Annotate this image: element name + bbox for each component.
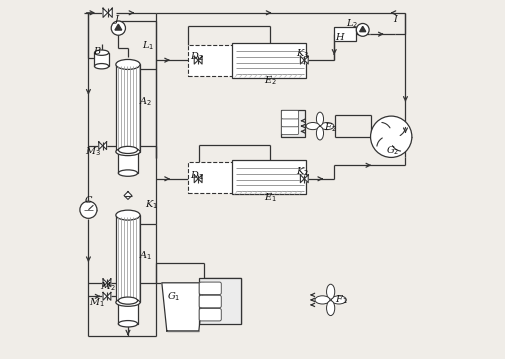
Text: L$_2$: L$_2$: [345, 17, 358, 30]
Text: A$_2$: A$_2$: [138, 95, 152, 108]
Polygon shape: [98, 142, 103, 150]
Polygon shape: [115, 24, 122, 30]
Ellipse shape: [306, 122, 319, 130]
Ellipse shape: [116, 298, 140, 306]
Ellipse shape: [94, 64, 109, 69]
Text: E$_1$: E$_1$: [263, 191, 276, 204]
FancyArrowPatch shape: [376, 138, 382, 146]
Bar: [116, 64, 140, 152]
Text: C: C: [84, 196, 92, 205]
Text: K$_3$: K$_3$: [295, 47, 309, 60]
Ellipse shape: [118, 297, 137, 304]
Ellipse shape: [316, 126, 323, 140]
Bar: [334, 27, 356, 41]
Text: F$_2$: F$_2$: [324, 121, 336, 134]
Text: M$_1$: M$_1$: [89, 296, 105, 309]
Text: D$_1$: D$_1$: [189, 169, 203, 182]
Ellipse shape: [118, 321, 137, 327]
Bar: [118, 300, 137, 324]
Polygon shape: [359, 26, 365, 32]
Ellipse shape: [326, 300, 334, 316]
Ellipse shape: [118, 146, 137, 154]
Bar: [118, 150, 137, 173]
Ellipse shape: [116, 210, 140, 220]
Circle shape: [370, 116, 411, 157]
Ellipse shape: [314, 296, 329, 304]
Circle shape: [356, 23, 369, 36]
Ellipse shape: [320, 122, 333, 130]
Polygon shape: [107, 279, 111, 287]
Ellipse shape: [118, 170, 137, 176]
Text: M$_2$: M$_2$: [99, 280, 115, 293]
Text: D$_2$: D$_2$: [189, 50, 203, 63]
Polygon shape: [304, 56, 308, 64]
FancyBboxPatch shape: [199, 295, 221, 308]
Text: G$_1$: G$_1$: [167, 290, 180, 303]
Polygon shape: [124, 192, 132, 200]
Polygon shape: [108, 8, 112, 18]
Ellipse shape: [116, 148, 140, 156]
Polygon shape: [198, 175, 201, 183]
Bar: [188, 45, 233, 76]
FancyBboxPatch shape: [281, 126, 298, 135]
Polygon shape: [107, 293, 111, 300]
Text: B: B: [92, 47, 99, 56]
Ellipse shape: [316, 112, 323, 126]
FancyBboxPatch shape: [199, 282, 221, 295]
FancyArrowPatch shape: [381, 122, 389, 128]
Polygon shape: [194, 56, 198, 64]
Bar: [232, 43, 306, 78]
Polygon shape: [198, 56, 201, 64]
Bar: [232, 159, 306, 195]
Text: J: J: [115, 15, 119, 24]
FancyBboxPatch shape: [281, 111, 298, 119]
Ellipse shape: [331, 296, 345, 304]
Text: L$_1$: L$_1$: [141, 39, 154, 52]
Circle shape: [80, 201, 97, 218]
Text: E$_2$: E$_2$: [263, 74, 276, 87]
Polygon shape: [103, 293, 107, 300]
Bar: [94, 53, 109, 66]
Polygon shape: [300, 175, 304, 183]
FancyBboxPatch shape: [281, 118, 298, 127]
Polygon shape: [304, 175, 308, 183]
Bar: [280, 110, 305, 137]
FancyArrowPatch shape: [392, 146, 400, 151]
FancyArrowPatch shape: [399, 127, 405, 136]
Polygon shape: [194, 175, 198, 183]
Text: M$_3$: M$_3$: [85, 145, 101, 158]
Polygon shape: [103, 142, 107, 150]
Text: F$_1$: F$_1$: [334, 294, 347, 306]
Polygon shape: [103, 8, 108, 18]
FancyBboxPatch shape: [199, 308, 221, 321]
Bar: [188, 162, 233, 193]
Polygon shape: [300, 56, 304, 64]
Text: K$_2$: K$_2$: [296, 165, 309, 178]
Polygon shape: [103, 279, 107, 287]
Text: A$_1$: A$_1$: [138, 250, 152, 262]
Ellipse shape: [326, 284, 334, 299]
Text: K$_1$: K$_1$: [144, 198, 158, 211]
Ellipse shape: [94, 50, 109, 55]
Text: I: I: [393, 15, 396, 24]
Bar: [116, 215, 140, 302]
Text: G$_2$: G$_2$: [385, 145, 398, 157]
Circle shape: [111, 21, 125, 35]
Polygon shape: [162, 283, 204, 331]
Ellipse shape: [116, 60, 140, 69]
Text: H: H: [334, 33, 343, 42]
Bar: [198, 278, 240, 324]
